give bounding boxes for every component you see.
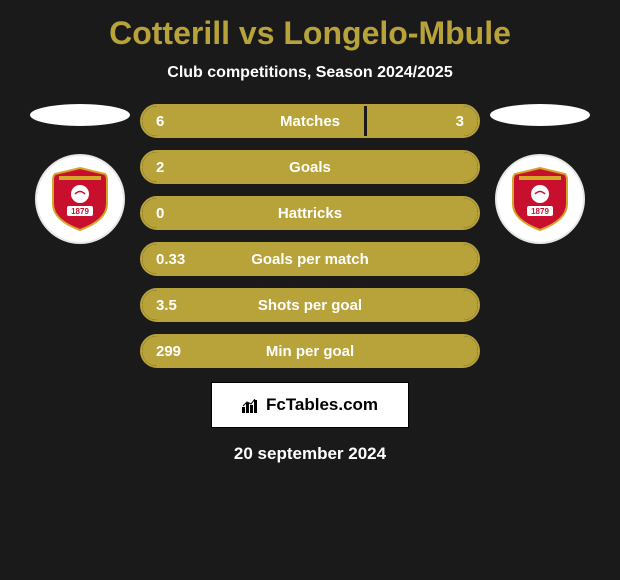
stats-column: 6Matches3 2Goals 0Hattricks 0.33Goals per m…	[140, 104, 480, 368]
main-row: 1879 6Matches3 2Goals 0Hattricks 0.33Goals …	[10, 104, 610, 368]
stat-bar: 0.33Goals per match	[140, 242, 480, 276]
stat-label: Goals per match	[142, 251, 478, 268]
stat-bar: 0Hattricks	[140, 196, 480, 230]
attribution-text: FcTables.com	[266, 395, 378, 415]
comparison-card: Cotterill vs Longelo-Mbule Club competit…	[0, 0, 620, 479]
stat-label: Shots per goal	[142, 297, 478, 314]
club-shield-icon: 1879	[49, 166, 111, 232]
stat-bar: 2Goals	[140, 150, 480, 184]
stat-value-right: 3	[456, 113, 464, 130]
page-subtitle: Club competitions, Season 2024/2025	[167, 64, 452, 82]
svg-text:1879: 1879	[531, 207, 549, 216]
club-shield-icon: 1879	[509, 166, 571, 232]
right-player-col: 1879	[490, 104, 590, 244]
left-player-col: 1879	[30, 104, 130, 244]
stat-bar: 3.5Shots per goal	[140, 288, 480, 322]
club-badge-right: 1879	[495, 154, 585, 244]
player-silhouette-right	[490, 104, 590, 126]
attribution-badge: FcTables.com	[211, 382, 409, 428]
svg-text:1879: 1879	[71, 207, 89, 216]
stat-label: Min per goal	[142, 343, 478, 360]
stat-bar: 299Min per goal	[140, 334, 480, 368]
bars-icon	[242, 398, 260, 412]
date-text: 20 september 2024	[234, 444, 386, 464]
page-title: Cotterill vs Longelo-Mbule	[109, 15, 511, 52]
stat-label: Goals	[142, 159, 478, 176]
stat-bar: 6Matches3	[140, 104, 480, 138]
player-silhouette-left	[30, 104, 130, 126]
stat-label: Hattricks	[142, 205, 478, 222]
stat-label: Matches	[142, 113, 478, 130]
club-badge-left: 1879	[35, 154, 125, 244]
